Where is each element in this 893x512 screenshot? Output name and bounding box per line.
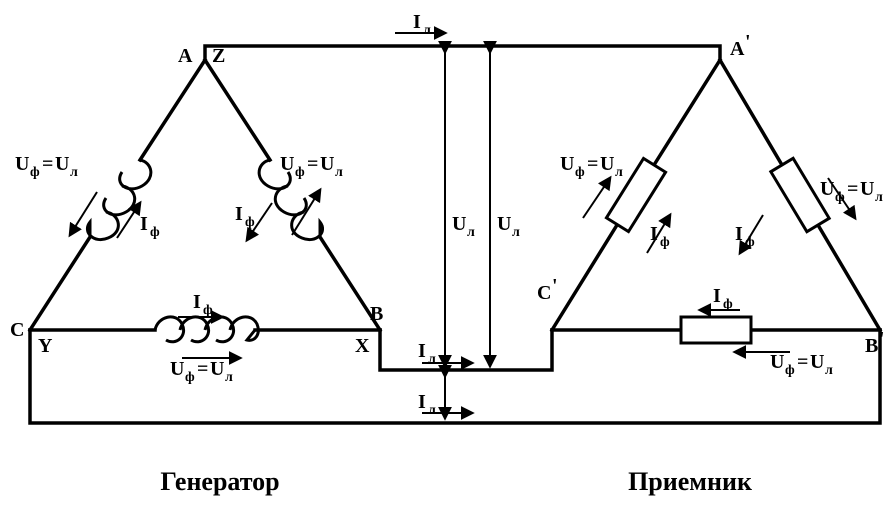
rec-UfUl-left: U ф = U л xyxy=(560,153,623,180)
svg-text:I: I xyxy=(418,391,426,413)
rec-If-bottom: I ф xyxy=(713,285,733,312)
svg-text:л: л xyxy=(225,370,233,385)
svg-text:ф: ф xyxy=(245,215,255,230)
svg-text:л: л xyxy=(428,403,436,418)
circuit-diagram: A Z C Y B X A ' C ' B ' U ф = U л U ф = … xyxy=(0,0,893,512)
svg-text:ф: ф xyxy=(185,370,195,385)
svg-text:U: U xyxy=(320,153,334,175)
svg-text:ф: ф xyxy=(295,165,305,180)
node-Z: Z xyxy=(212,45,225,67)
gen-UfUl-bottom: U ф = U л xyxy=(170,358,233,385)
arrow-gen-left-if xyxy=(117,203,140,238)
title-generator: Генератор xyxy=(160,467,279,496)
node-Y: Y xyxy=(38,335,53,357)
gen-If-bottom: I ф xyxy=(193,291,213,318)
svg-text:=: = xyxy=(197,358,208,380)
svg-text:B: B xyxy=(865,335,878,357)
svg-text:л: л xyxy=(615,165,623,180)
svg-text:I: I xyxy=(713,285,721,307)
svg-text:ф: ф xyxy=(660,235,670,250)
gen-triangle-right xyxy=(205,60,380,330)
Ul-label-2: U л xyxy=(497,213,520,240)
svg-text:U: U xyxy=(15,153,29,175)
rec-UfUl-bottom: U ф = U л xyxy=(770,351,833,378)
svg-text:л: л xyxy=(467,225,475,240)
title-receiver: Приемник xyxy=(628,467,752,496)
svg-text:ф: ф xyxy=(723,297,733,312)
Ul-label-1: U л xyxy=(452,213,475,240)
gen-If-right: I ф xyxy=(235,203,255,230)
svg-text:л: л xyxy=(70,165,78,180)
line-top xyxy=(205,46,720,60)
svg-text:=: = xyxy=(847,178,858,200)
svg-text:ф: ф xyxy=(785,363,795,378)
node-X: X xyxy=(355,335,370,357)
svg-text:=: = xyxy=(587,153,598,175)
svg-text:U: U xyxy=(820,178,834,200)
svg-text:U: U xyxy=(55,153,69,175)
svg-text:U: U xyxy=(280,153,294,175)
svg-text:U: U xyxy=(770,351,784,373)
arrow-gen-left-side xyxy=(70,192,97,235)
gen-coil-bottom xyxy=(155,317,258,342)
gen-If-left: I ф xyxy=(140,213,160,240)
svg-text:A: A xyxy=(730,38,745,60)
svg-text:I: I xyxy=(418,340,426,362)
svg-text:л: л xyxy=(875,190,883,205)
svg-text:I: I xyxy=(140,213,148,235)
svg-text:=: = xyxy=(42,153,53,175)
svg-text:I: I xyxy=(413,11,421,33)
node-Aprime: A ' xyxy=(730,31,751,60)
svg-text:U: U xyxy=(497,213,511,235)
svg-text:л: л xyxy=(512,225,520,240)
svg-text:': ' xyxy=(745,31,751,53)
gen-triangle-left xyxy=(30,60,205,330)
svg-text:U: U xyxy=(170,358,184,380)
svg-text:ф: ф xyxy=(835,190,845,205)
svg-text:л: л xyxy=(825,363,833,378)
svg-text:I: I xyxy=(650,223,658,245)
node-Cprime: C ' xyxy=(537,275,558,304)
svg-text:I: I xyxy=(235,203,243,225)
svg-text:C: C xyxy=(537,282,551,304)
gen-UfUl-left: U ф = U л xyxy=(15,153,78,180)
arrow-gen-right-side xyxy=(292,190,320,235)
svg-text:ф: ф xyxy=(30,165,40,180)
svg-text:л: л xyxy=(335,165,343,180)
svg-text:': ' xyxy=(552,275,558,297)
svg-text:ф: ф xyxy=(203,303,213,318)
svg-text:л: л xyxy=(428,352,436,367)
arrow-rec-left-side xyxy=(583,178,610,218)
node-A: A xyxy=(178,45,193,67)
svg-text:U: U xyxy=(860,178,874,200)
svg-text:ф: ф xyxy=(150,225,160,240)
svg-text:л: л xyxy=(423,23,431,38)
svg-text:U: U xyxy=(210,358,224,380)
svg-text:ф: ф xyxy=(575,165,585,180)
svg-text:I: I xyxy=(735,223,743,245)
rec-If-left: I ф xyxy=(650,223,670,250)
svg-text:=: = xyxy=(307,153,318,175)
svg-text:I: I xyxy=(193,291,201,313)
node-C: C xyxy=(10,319,24,341)
rec-If-right: I ф xyxy=(735,223,755,250)
svg-text:U: U xyxy=(810,351,824,373)
svg-text:U: U xyxy=(600,153,614,175)
node-B: B xyxy=(370,303,383,325)
rec-resistor-bottom xyxy=(681,317,751,343)
svg-text:': ' xyxy=(879,328,885,350)
svg-text:=: = xyxy=(797,351,808,373)
svg-text:ф: ф xyxy=(745,235,755,250)
svg-text:U: U xyxy=(560,153,574,175)
rec-UfUl-right: U ф = U л xyxy=(820,178,883,205)
svg-text:U: U xyxy=(452,213,466,235)
